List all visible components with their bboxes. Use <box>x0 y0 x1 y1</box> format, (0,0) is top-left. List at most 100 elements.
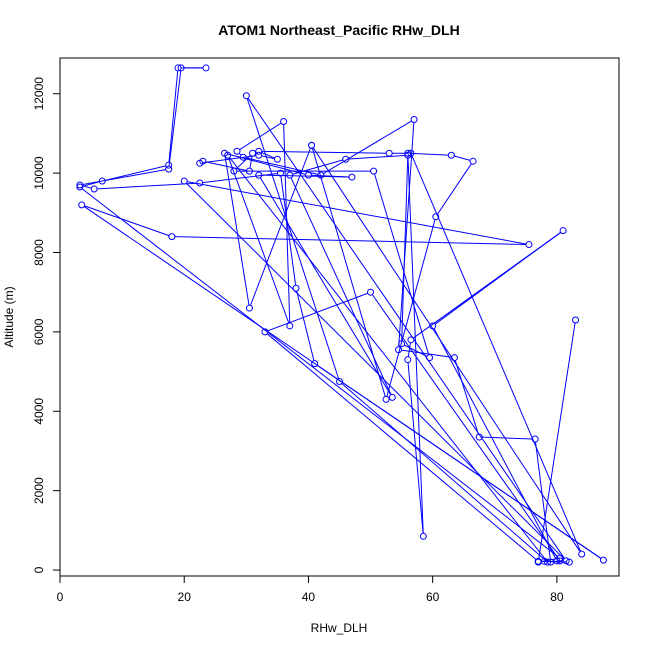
series-line-segment <box>296 291 315 361</box>
series-line-segment <box>261 150 387 154</box>
data-point <box>469 157 477 165</box>
y-tick-label: 10000 <box>32 156 46 190</box>
series-line-segment <box>386 219 436 397</box>
series-line-segment <box>323 120 412 174</box>
data-point <box>531 435 539 443</box>
series-line-segment <box>407 362 424 534</box>
data-point <box>255 171 263 179</box>
data-point <box>196 159 204 167</box>
series-layer <box>76 64 607 566</box>
data-point <box>165 165 173 173</box>
data-point <box>78 201 86 209</box>
data-point <box>370 167 378 175</box>
data-point <box>230 167 238 175</box>
x-tick-label: 40 <box>302 590 316 604</box>
data-point <box>304 171 312 179</box>
y-tick-label: 4000 <box>32 398 46 425</box>
series-line-segment <box>404 344 428 357</box>
y-tick-label: 6000 <box>32 318 46 345</box>
series-line-segment <box>105 165 166 181</box>
data-point <box>168 233 176 241</box>
data-point <box>317 171 325 179</box>
data-point <box>404 356 412 364</box>
data-point <box>196 179 204 187</box>
series-line-segment <box>341 383 546 561</box>
data-point <box>534 557 542 565</box>
series-line-segment <box>348 154 405 160</box>
data-point <box>398 340 406 348</box>
data-point <box>578 550 586 558</box>
data-point <box>599 556 607 564</box>
series-line-segment <box>97 182 197 190</box>
data-point <box>525 241 533 249</box>
series-line-segment <box>411 155 582 552</box>
data-point <box>273 155 281 163</box>
series-line-segment <box>82 185 92 189</box>
data-point <box>447 151 455 159</box>
data-point <box>544 558 552 566</box>
x-tick-label: 0 <box>57 590 64 604</box>
series-line-segment <box>267 292 368 332</box>
x-tick-label: 20 <box>178 590 192 604</box>
data-point <box>245 304 253 312</box>
series-line-segment <box>454 360 479 435</box>
series-line-segment <box>401 349 452 358</box>
data-point <box>249 149 257 157</box>
y-tick-label: 12000 <box>32 77 46 111</box>
data-point <box>255 147 263 155</box>
series-line-segment <box>229 157 547 561</box>
data-point <box>255 151 263 159</box>
series-line-segment <box>228 157 290 324</box>
series-line-segment <box>168 70 182 167</box>
data-point <box>242 92 250 100</box>
series-line-segment <box>185 182 565 560</box>
series-line-segment <box>246 157 319 175</box>
data-point <box>76 181 84 189</box>
data-point <box>385 149 393 157</box>
series-line-segment <box>82 169 166 185</box>
data-point <box>404 149 412 157</box>
x-axis-label: RHw_DLH <box>311 621 368 635</box>
series-line-segment <box>312 147 581 552</box>
data-point <box>419 532 427 540</box>
series-line-segment <box>371 294 559 559</box>
data-point <box>407 336 415 344</box>
series-line-segment <box>174 236 526 245</box>
series-line-segment <box>410 152 449 156</box>
data-point <box>565 558 573 566</box>
data-point <box>429 322 437 330</box>
series-line-segment <box>401 158 409 341</box>
data-point <box>342 155 350 163</box>
data-point <box>261 328 269 336</box>
data-point <box>292 284 300 292</box>
y-axis: 0 2000 4000 6000 8000 10000 12000 <box>32 77 61 573</box>
series-line-segment <box>235 154 251 170</box>
data-point <box>286 171 294 179</box>
data-point <box>407 149 415 157</box>
series-line-segment <box>407 342 411 357</box>
data-point <box>98 177 106 185</box>
data-point <box>180 177 188 185</box>
data-point <box>382 395 390 403</box>
series-line-segment <box>292 159 343 175</box>
series-line-segment <box>407 156 424 534</box>
series-line-segment <box>433 328 556 559</box>
y-tick-label: 0 <box>32 566 46 573</box>
x-tick-label: 80 <box>550 590 564 604</box>
data-point <box>556 557 564 565</box>
data-point <box>76 183 84 191</box>
data-point <box>276 169 284 177</box>
series-line-segment <box>283 124 291 323</box>
series-line-segment <box>413 232 561 339</box>
data-point <box>426 354 434 362</box>
series-line-segment <box>398 122 415 347</box>
series-line-segment <box>280 176 297 286</box>
x-tick-label: 60 <box>426 590 440 604</box>
data-point <box>450 354 458 362</box>
data-point <box>280 118 288 126</box>
data-point <box>336 378 343 386</box>
data-point <box>165 161 173 169</box>
series-line-segment <box>239 122 282 151</box>
series-line-segment <box>224 156 250 306</box>
series-line-segment <box>84 205 170 237</box>
